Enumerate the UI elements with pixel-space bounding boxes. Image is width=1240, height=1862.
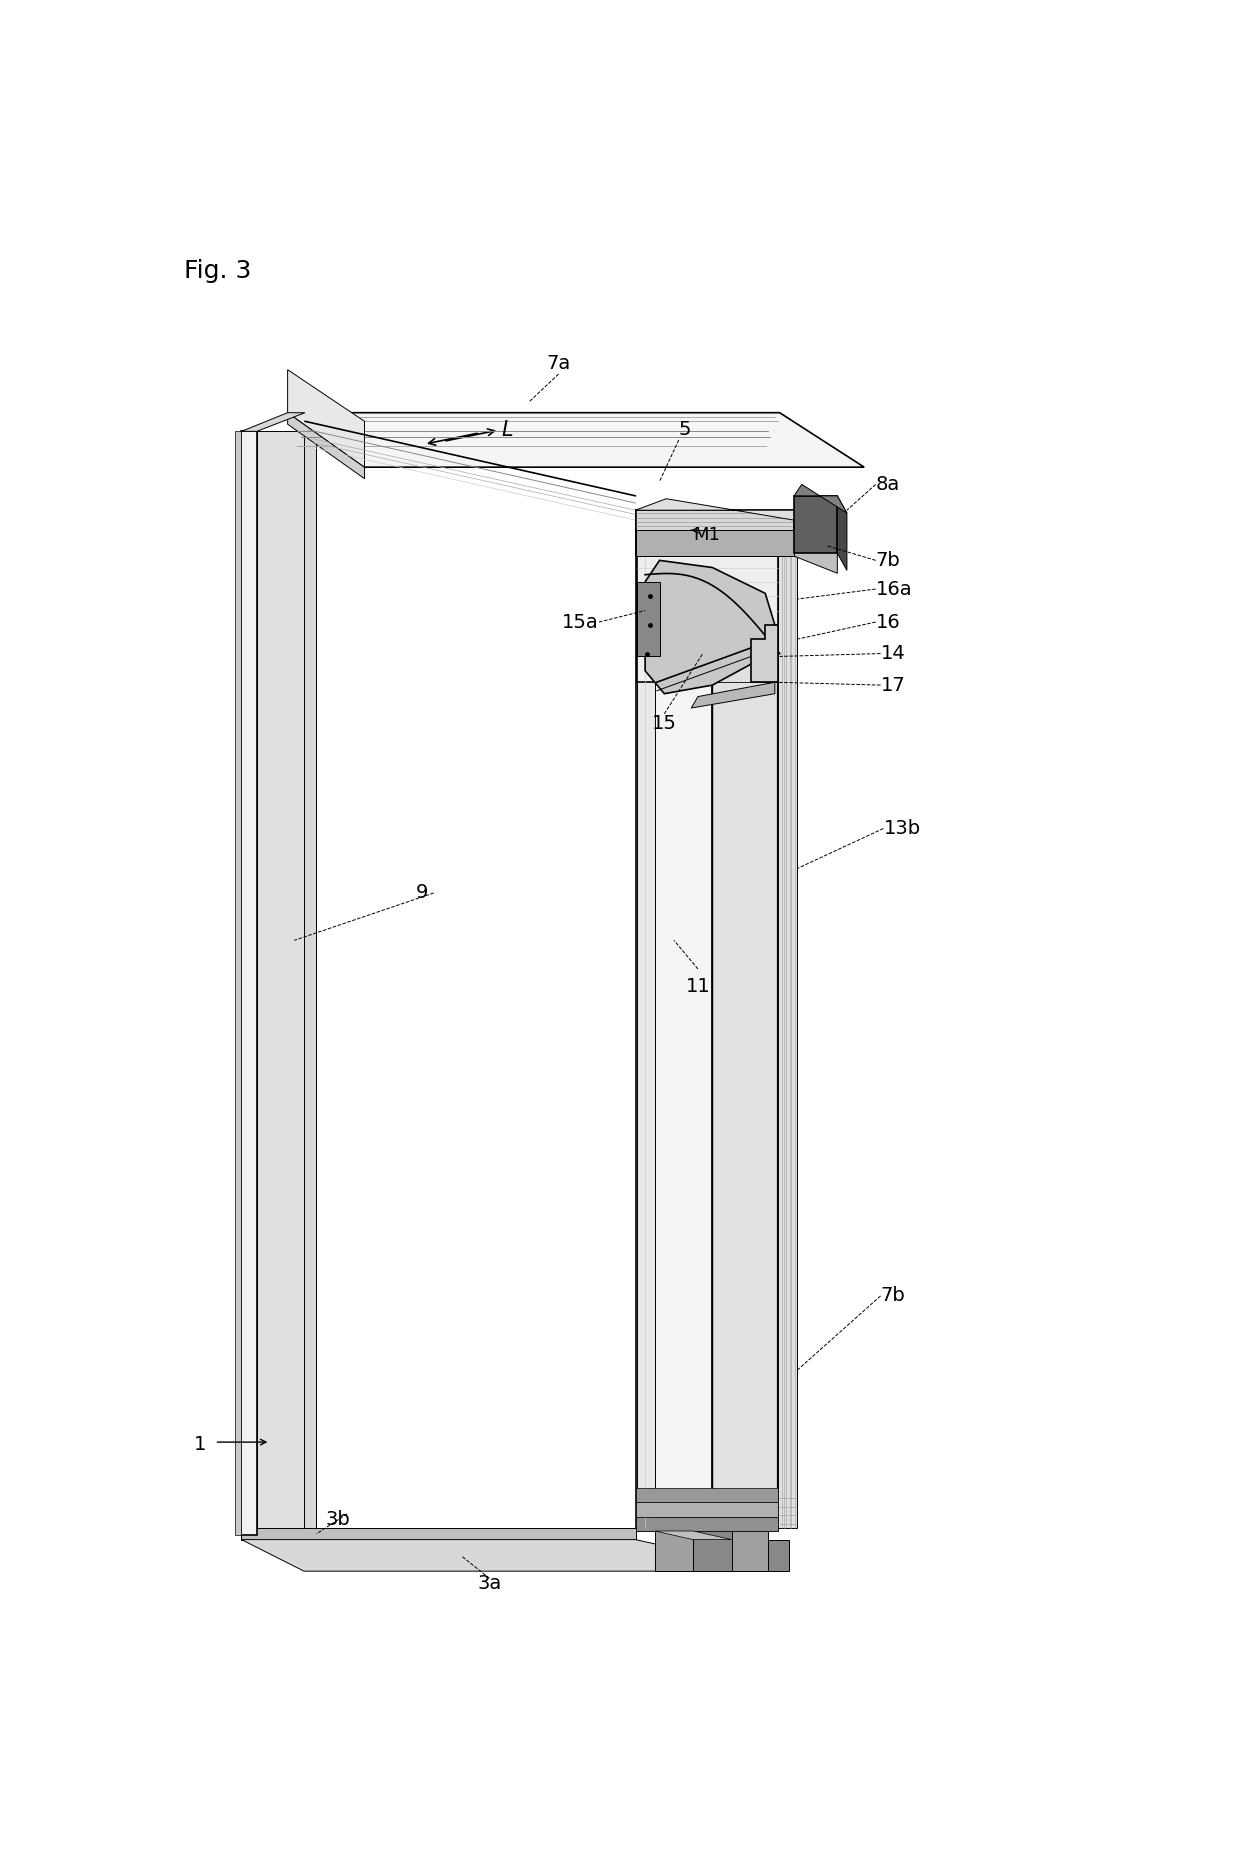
Text: 7a: 7a <box>547 354 570 372</box>
Polygon shape <box>288 413 864 467</box>
Text: 1: 1 <box>193 1436 206 1454</box>
Polygon shape <box>635 499 837 527</box>
Polygon shape <box>242 432 257 1536</box>
Polygon shape <box>751 626 777 681</box>
Polygon shape <box>635 1503 777 1518</box>
Text: 16: 16 <box>875 613 900 631</box>
Polygon shape <box>257 432 305 1536</box>
Polygon shape <box>768 1540 789 1572</box>
Text: 5: 5 <box>678 419 691 439</box>
Polygon shape <box>242 1529 635 1540</box>
Text: L: L <box>501 421 512 439</box>
Polygon shape <box>288 413 365 479</box>
Polygon shape <box>693 1531 732 1572</box>
Text: 16a: 16a <box>875 579 913 598</box>
Polygon shape <box>635 510 712 1529</box>
Polygon shape <box>732 1531 768 1572</box>
Polygon shape <box>635 1488 777 1503</box>
Text: 11: 11 <box>686 978 711 996</box>
Text: M1: M1 <box>693 525 720 544</box>
Polygon shape <box>242 413 305 432</box>
Text: 3b: 3b <box>325 1510 350 1529</box>
Text: 9: 9 <box>415 883 428 903</box>
Text: 8a: 8a <box>875 475 900 493</box>
Text: 15: 15 <box>652 713 677 734</box>
Polygon shape <box>794 484 847 514</box>
Text: 3a: 3a <box>477 1573 501 1594</box>
Polygon shape <box>794 510 837 573</box>
Text: 14: 14 <box>880 644 905 663</box>
Polygon shape <box>712 510 777 1529</box>
Polygon shape <box>635 510 794 557</box>
Polygon shape <box>637 557 777 626</box>
Polygon shape <box>635 531 794 557</box>
Polygon shape <box>242 1540 777 1572</box>
Text: 7b: 7b <box>880 1287 905 1305</box>
Polygon shape <box>837 495 847 570</box>
Polygon shape <box>259 436 316 1536</box>
Polygon shape <box>655 1531 693 1572</box>
Text: 13b: 13b <box>883 819 920 838</box>
Text: 17: 17 <box>880 676 905 695</box>
Polygon shape <box>635 1518 777 1531</box>
Polygon shape <box>678 626 777 681</box>
Polygon shape <box>777 553 797 1529</box>
Polygon shape <box>655 1531 732 1540</box>
Polygon shape <box>635 510 777 553</box>
Text: 15a: 15a <box>562 613 599 631</box>
Polygon shape <box>637 626 777 681</box>
Polygon shape <box>794 495 837 553</box>
Polygon shape <box>645 560 775 695</box>
Polygon shape <box>288 371 365 467</box>
Polygon shape <box>635 1518 777 1531</box>
Polygon shape <box>304 436 316 1536</box>
Polygon shape <box>691 681 775 708</box>
Polygon shape <box>637 557 655 1529</box>
Polygon shape <box>637 581 660 657</box>
Text: Fig. 3: Fig. 3 <box>184 259 252 283</box>
Polygon shape <box>234 432 242 1536</box>
Text: 7b: 7b <box>875 551 900 570</box>
